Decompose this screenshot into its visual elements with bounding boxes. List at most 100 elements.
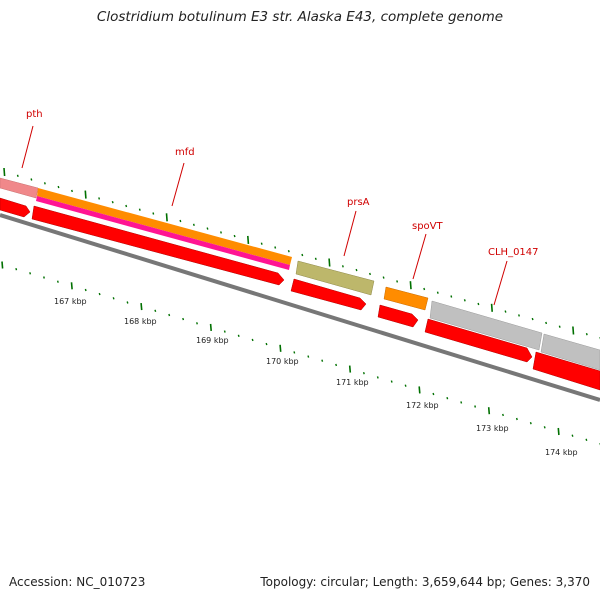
minor-tick [585,438,588,442]
minor-tick [446,396,449,400]
minor-tick [531,317,534,321]
minor-tick [369,272,371,276]
minor-tick [404,384,407,387]
minor-tick [223,330,226,333]
gene-labels: pth mfd prsA spoVT CLH_0147 [26,109,539,258]
minor-tick [515,417,518,421]
minor-tick [545,321,548,325]
minor-tick [585,332,588,336]
minor-tick [543,426,546,429]
cds-arrow [424,318,533,363]
major-tick [3,167,6,177]
minor-tick [138,208,141,211]
minor-tick [260,242,263,245]
minor-tick [57,185,60,189]
major-tick [209,323,212,331]
minor-tick [460,401,463,404]
minor-tick [196,322,198,325]
scale-label: 171 kbp [336,378,369,387]
major-tick [140,303,143,311]
gene-CLH_0147-bar [429,300,543,351]
minor-tick [265,342,268,346]
minor-tick [287,249,290,253]
minor-tick [237,334,240,338]
minor-tick [321,359,324,362]
major-tick [328,258,331,267]
minor-tick [29,272,32,275]
gene-label-mfd: mfd [175,147,195,158]
gene-label-prsA: prsA [347,197,370,208]
gene-label-CLH_0147: CLH_0147 [488,247,539,258]
scale-label: 174 kbp [545,448,578,457]
scale-label: 170 kbp [266,357,299,366]
minor-tick [126,301,129,304]
scale-labels: 167 kbp 168 kbp 169 kbp 170 kbp 171 kbp … [54,297,578,457]
minor-tick [168,313,171,317]
gene-features [0,177,600,371]
minor-tick [362,371,365,375]
minor-tick [355,268,358,272]
genome-summary-text: Topology: circular; Length: 3,659,644 bp… [260,575,590,589]
cds-arrows [0,197,600,391]
minor-tick [154,309,157,313]
minor-tick [474,405,477,408]
minor-tick [301,253,304,257]
minor-tick [56,280,59,283]
minor-tick [450,295,453,298]
major-tick [572,326,575,335]
minor-tick [220,231,222,234]
minor-tick [30,178,33,181]
leader-pth [21,125,34,169]
major-tick [348,365,352,373]
minor-tick [111,200,114,204]
scale-label: 173 kbp [476,424,509,433]
scale-label: 168 kbp [124,317,157,326]
minor-tick [436,291,439,294]
minor-tick [463,299,466,302]
scale-label: 167 kbp [54,297,87,306]
major-tick [487,407,491,415]
minor-tick [432,392,435,396]
minor-tick [504,310,507,313]
gene-mfd-rna-bar [36,196,290,270]
major-tick [490,303,493,312]
scale-tick-row [1,261,600,446]
leader-mfd [171,162,185,207]
minor-tick [571,434,574,437]
minor-tick [314,257,317,261]
minor-tick [182,317,185,321]
minor-tick [502,413,504,417]
major-tick [1,261,4,269]
minor-tick [335,363,338,367]
minor-tick [112,297,115,300]
major-tick [557,427,560,436]
gene-label-spoVT: spoVT [412,221,444,232]
major-tick [279,344,282,352]
major-tick [70,282,73,290]
minor-tick [192,223,195,227]
minor-tick [15,267,18,271]
minor-tick [307,355,310,358]
minor-tick [43,276,45,279]
gene-pth-bar [0,177,39,199]
cds-arrow [377,304,419,328]
minor-tick [233,234,236,238]
minor-tick [179,219,182,223]
minor-tick [274,246,277,249]
minor-tick [206,227,209,230]
cds-arrow [532,351,600,391]
major-tick [84,190,87,199]
minor-tick [518,314,520,317]
minor-tick [125,204,128,208]
map-title: Clostridium botulinum E3 str. Alaska E43… [96,9,504,25]
minor-tick [43,182,46,185]
genome-backbone [0,213,600,402]
accession-text: Accession: NC_010723 [9,575,146,589]
leader-prsA [343,210,357,257]
gene-prsA-bar [295,260,375,296]
major-tick [409,281,412,290]
minor-tick [251,338,254,342]
cds-arrow [31,205,285,286]
minor-tick [152,212,155,215]
